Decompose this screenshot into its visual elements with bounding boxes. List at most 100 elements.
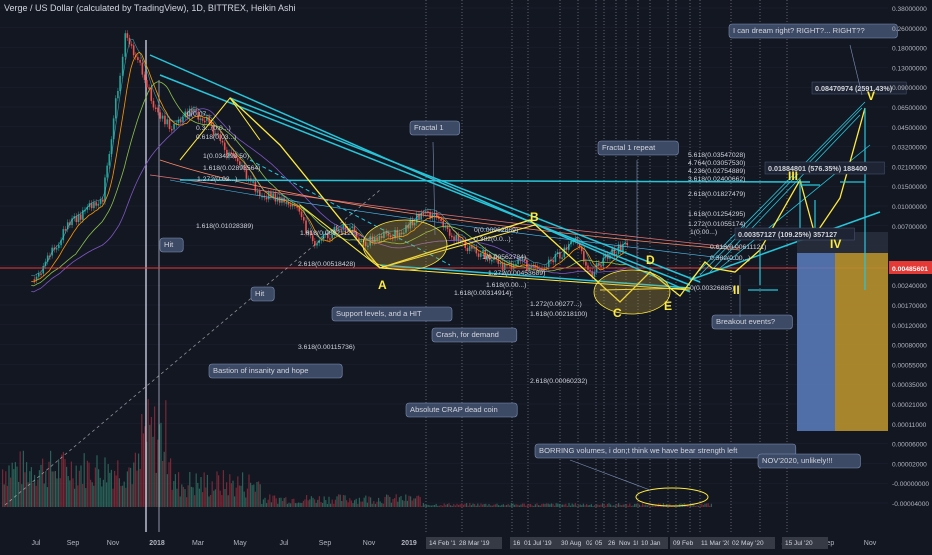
volume-bar xyxy=(568,503,570,507)
candle xyxy=(168,119,171,129)
time-tick: 2019 xyxy=(401,540,417,547)
volume-bar xyxy=(598,505,600,507)
volume-bar xyxy=(72,478,74,507)
candle xyxy=(624,242,626,245)
volume-bar xyxy=(250,482,252,507)
volume-bar xyxy=(688,505,690,507)
candle xyxy=(519,259,522,262)
volume-bar xyxy=(234,496,236,507)
candle xyxy=(124,33,127,57)
price-scale: 0.38000000 0.26000000 0.18000000 0.13000000… xyxy=(892,6,929,508)
candle xyxy=(159,112,162,119)
candle xyxy=(471,245,473,249)
annotation-callout xyxy=(159,237,184,253)
volume-bar xyxy=(536,503,538,507)
candle xyxy=(154,107,157,110)
volume-bar xyxy=(42,458,44,507)
volume-bar xyxy=(323,496,325,507)
candle xyxy=(150,87,153,101)
candle xyxy=(340,228,342,231)
volume-bar xyxy=(403,500,405,507)
volume-bar xyxy=(296,503,298,507)
fib-label: 0.618(0.03...) xyxy=(196,134,236,141)
volume-bar xyxy=(379,501,381,507)
volume-bar xyxy=(702,504,704,507)
volume-bar xyxy=(259,484,261,507)
candle xyxy=(121,56,124,76)
fib-label: 1.618(0.01028389) xyxy=(196,223,253,230)
fib-label: 1.618(0.01254295) xyxy=(688,211,745,218)
volume-bar xyxy=(573,504,575,507)
candle xyxy=(578,242,581,247)
volume-bar xyxy=(477,503,479,507)
time-tick: Sep xyxy=(319,540,332,547)
volume-bar xyxy=(698,505,700,507)
candle xyxy=(161,115,164,119)
candle xyxy=(139,59,141,63)
volume-bar xyxy=(454,505,456,507)
volume-bar xyxy=(320,501,322,507)
candle xyxy=(480,253,482,257)
candle xyxy=(305,220,307,234)
candle xyxy=(602,257,605,267)
volume-bar xyxy=(392,498,394,507)
volume-bar xyxy=(331,499,333,507)
volume-bar xyxy=(542,503,544,507)
volume-bar xyxy=(616,504,618,507)
volume-bar xyxy=(258,481,260,507)
candle xyxy=(296,206,298,208)
candle xyxy=(360,240,362,243)
fib-label: 0.382(0.00...) xyxy=(710,255,750,262)
fib-label: 0(0.00326885) xyxy=(690,285,734,292)
volume-bar xyxy=(478,505,480,507)
volume-bar xyxy=(107,464,109,507)
volume-bar xyxy=(8,465,10,507)
candle xyxy=(331,234,333,239)
volume-bar xyxy=(99,477,101,507)
volume-bar xyxy=(133,462,135,507)
candle xyxy=(236,158,239,162)
volume-bar xyxy=(184,489,186,507)
volume-bar xyxy=(70,461,72,507)
candle xyxy=(37,273,40,277)
candle xyxy=(177,119,180,124)
volume-bar xyxy=(96,455,98,507)
candle xyxy=(259,191,261,196)
volume-bar xyxy=(584,505,586,507)
fib-label: 1(0.034298 50) xyxy=(203,153,249,160)
volume-bar xyxy=(504,505,506,507)
candle xyxy=(400,232,403,235)
volume-bar xyxy=(390,502,392,507)
volume-bar xyxy=(189,471,191,507)
volume-bar xyxy=(173,481,175,507)
volume-bar xyxy=(541,504,543,507)
candle xyxy=(230,152,232,154)
volume-bar xyxy=(310,496,312,507)
volume-bar xyxy=(394,498,396,507)
volume-bar xyxy=(451,505,453,507)
annotation-callout xyxy=(409,120,460,136)
volume-bar xyxy=(21,484,23,507)
candle xyxy=(309,230,312,236)
candle xyxy=(561,257,563,259)
volume-bar xyxy=(29,471,31,507)
candle xyxy=(137,57,139,60)
candle xyxy=(580,246,583,252)
volume-bar xyxy=(466,503,468,507)
fib-label: 4.236(0.02754889) xyxy=(688,168,745,175)
volume-bar xyxy=(534,504,536,507)
volume-bar xyxy=(147,399,149,507)
volume-bar xyxy=(701,503,703,507)
wave-path xyxy=(379,267,691,291)
candle xyxy=(77,214,80,223)
volume-ellipse xyxy=(635,487,709,507)
candle xyxy=(232,153,235,157)
annotation-callout xyxy=(728,23,898,39)
candle xyxy=(338,228,340,231)
volume-bar xyxy=(509,505,511,507)
volume-bar xyxy=(382,503,384,507)
volume-bar xyxy=(277,503,279,507)
volume-bar xyxy=(333,503,335,507)
